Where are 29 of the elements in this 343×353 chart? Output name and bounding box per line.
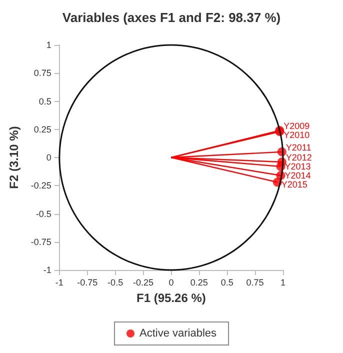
x-tick-label: 1 [280,278,286,288]
x-tick-label: 0.75 [246,278,264,288]
x-tick-label: 0.25 [190,278,208,288]
x-tick-label: -0.25 [133,278,154,288]
y-axis-title: F2 (3.10 %) [7,126,21,189]
annotation: Y2014 [284,170,311,180]
x-tick-label: -0.75 [77,278,98,288]
annotation: Y2012 [286,152,312,162]
annotation: Y2009 [284,121,310,131]
y-tick-label: -0.5 [36,208,52,219]
y-tick-label: -1 [43,265,52,275]
y-tick-label: 1 [46,40,52,50]
y-tick-label: 0.75 [34,68,52,78]
annotation: Y2011 [286,142,312,152]
x-tick-label: 0 [168,278,174,288]
x-tick-label: 0.5 [220,278,234,288]
y-tick-label: -0.75 [30,236,52,247]
legend-label: Active variables [139,328,218,340]
annotation: Y2010 [284,130,310,140]
annotation: Y2015 [281,180,308,190]
annotation: Y2013 [284,162,311,172]
y-tick-label: -0.25 [30,180,52,191]
x-tick-label: -1 [55,278,64,288]
x-axis-title: F1 (95.26 %) [136,291,206,305]
chart-title: Variables (axes F1 and F2: 98.37 %) [62,10,281,25]
x-tick-label: -0.5 [108,278,124,288]
y-tick-label: 0 [46,152,52,162]
y-tick-label: 0.25 [34,124,52,134]
y-tick-label: 0.5 [38,96,52,106]
